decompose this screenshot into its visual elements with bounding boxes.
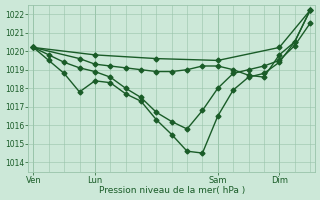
X-axis label: Pression niveau de la mer( hPa ): Pression niveau de la mer( hPa ) — [99, 186, 245, 195]
